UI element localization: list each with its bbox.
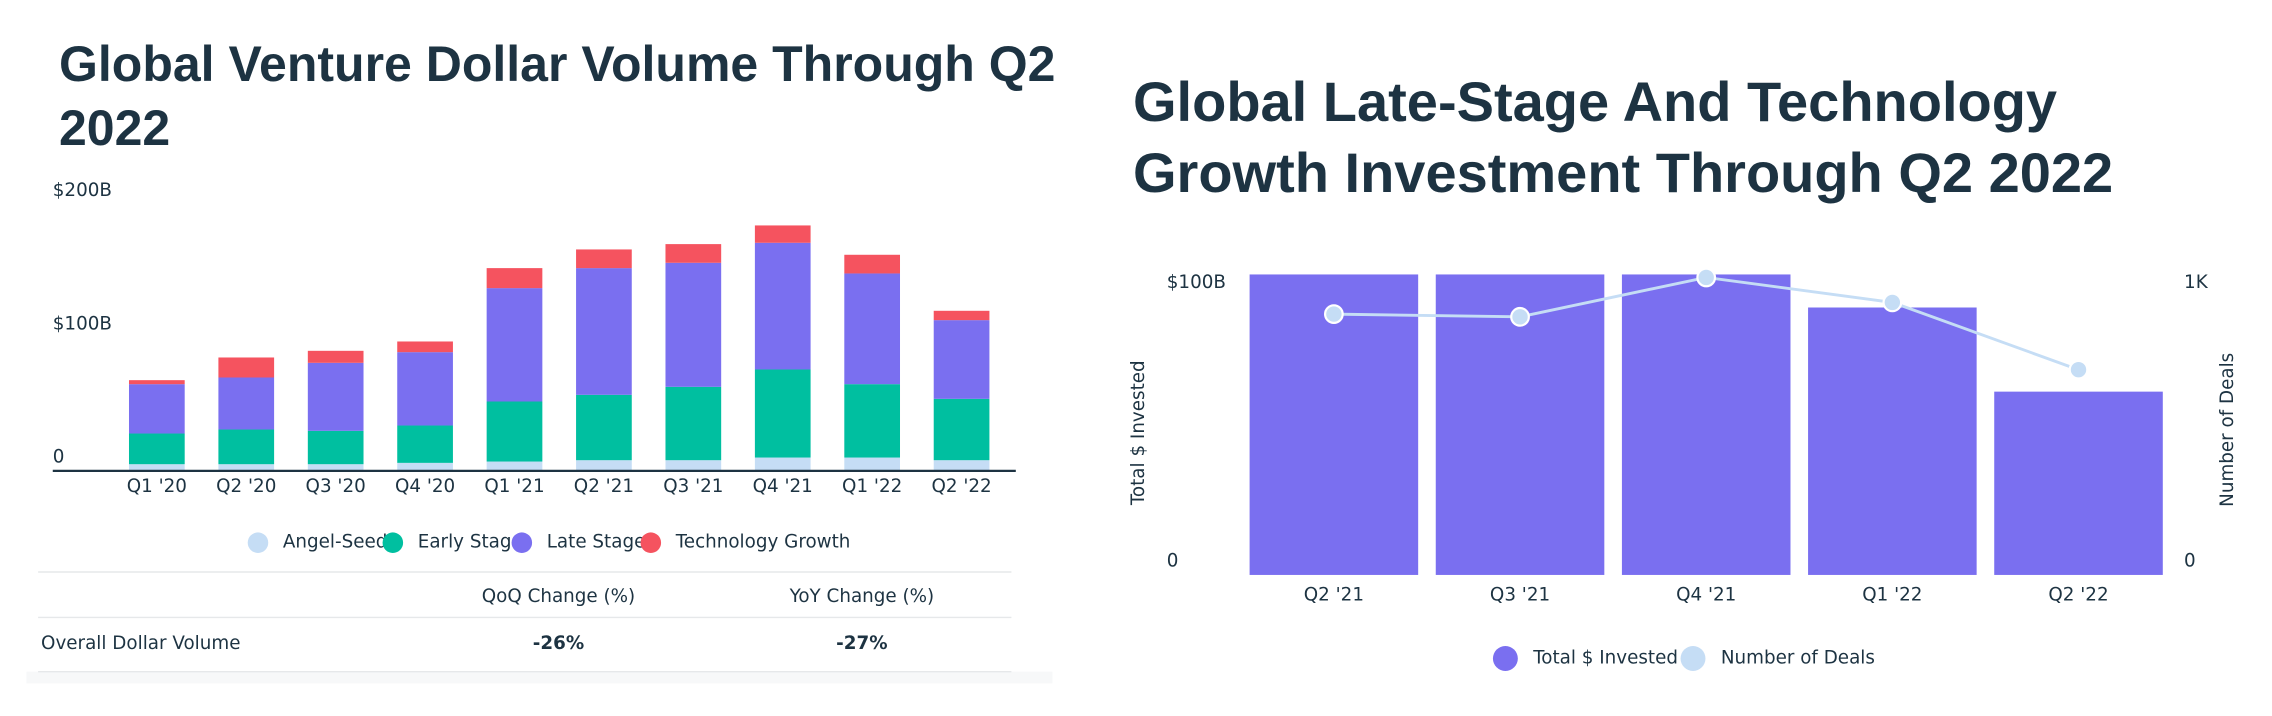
x-tick-label: Q2 '21: [1304, 584, 1364, 605]
x-tick-label: Q4 '20: [395, 476, 455, 497]
legend-label: Total $ Invested: [1532, 647, 1678, 668]
bar-segment: [933, 310, 990, 321]
legend-swatch: [1680, 646, 1706, 671]
chart-title: Global Venture Dollar Volume Through Q2 …: [59, 36, 1056, 156]
bar-segment: [665, 262, 722, 387]
bar-segment: [665, 244, 722, 263]
bar-segment: [933, 460, 990, 471]
bar-segment: [397, 425, 453, 463]
x-tick-label: Q1 '22: [842, 476, 902, 497]
bar-segment: [486, 268, 543, 289]
bar-segment: [933, 320, 990, 399]
bar-segment: [307, 362, 364, 431]
bar-segment: [397, 352, 453, 426]
bar-segment: [218, 357, 275, 378]
y2-tick-label: 1K: [2184, 272, 2209, 293]
legend-label: Early Stage: [418, 532, 523, 553]
y2-tick-label: 0: [2184, 551, 2196, 572]
bar: [1994, 391, 2163, 575]
x-tick-label: Q1 '20: [127, 476, 187, 497]
bar-segment: [397, 462, 453, 471]
bar-segment: [307, 464, 364, 471]
y-axis-title: Total $ Invested: [1128, 360, 1149, 506]
bar-segment: [307, 430, 364, 465]
bar-segment: [754, 369, 811, 458]
table-row-label: Overall Dollar Volume: [41, 633, 240, 654]
x-tick-label: Q2 '21: [574, 476, 634, 497]
bar-segment: [844, 254, 901, 274]
bar-segment: [933, 398, 990, 461]
y-tick-label: $200B: [53, 180, 112, 201]
line-point: [1882, 292, 1903, 313]
bar-segment: [576, 249, 632, 269]
table-cell: -26%: [533, 633, 584, 654]
bar-segment: [397, 341, 453, 353]
table-cell: -27%: [836, 633, 887, 654]
y-tick-label: $100B: [1167, 272, 1226, 293]
bar: [1621, 274, 1791, 575]
x-tick-label: Q3 '20: [306, 476, 366, 497]
legend-label: Number of Deals: [1721, 647, 1875, 668]
bar-segment: [844, 273, 901, 385]
y2-axis-title: Number of Deals: [2217, 353, 2238, 507]
bar-segment: [576, 460, 632, 471]
bar-segment: [486, 401, 543, 462]
line-point: [1696, 267, 1717, 288]
bar-segment: [576, 268, 632, 395]
bar-segment: [754, 457, 811, 471]
table-header: QoQ Change (%): [482, 586, 635, 607]
x-tick-label: Q4 '21: [1676, 584, 1736, 605]
bar-segment: [754, 242, 811, 370]
bar-segment: [665, 460, 722, 471]
bar-segment: [486, 461, 543, 471]
table-header: YoY Change (%): [789, 586, 935, 607]
x-tick-label: Q4 '21: [753, 476, 813, 497]
x-tick-label: Q3 '21: [663, 476, 723, 497]
line-point: [1510, 306, 1530, 327]
chart-title: Global Late-Stage And Technology Growth …: [1133, 70, 2114, 205]
bar-segment: [844, 384, 901, 458]
legend-swatch: [247, 532, 269, 553]
bar-segment: [844, 457, 901, 471]
x-tick-label: Q2 '22: [931, 476, 991, 497]
legend-swatch: [640, 532, 662, 553]
legend-swatch: [382, 532, 404, 553]
y-tick-label: $100B: [53, 313, 112, 334]
line-point: [1323, 304, 1344, 325]
x-tick-label: Q1 '21: [484, 476, 544, 497]
y-tick-label: 0: [1167, 551, 1179, 572]
bar-segment: [486, 288, 543, 402]
bar-segment: [128, 384, 185, 434]
x-tick-label: Q2 '22: [2048, 584, 2108, 605]
bar-segment: [218, 377, 275, 430]
legend-label: Angel-Seed: [283, 532, 388, 553]
x-tick-label: Q2 '20: [216, 476, 276, 497]
bar-segment: [218, 464, 275, 471]
bar-segment: [128, 433, 185, 465]
bar-segment: [754, 225, 811, 243]
table-bg: [26, 671, 1053, 684]
bar-segment: [307, 350, 364, 363]
bar-segment: [665, 386, 722, 461]
legend-swatch: [511, 532, 533, 553]
line-point: [2068, 359, 2089, 380]
bar-segment: [218, 429, 275, 465]
x-tick-label: Q3 '21: [1490, 584, 1550, 605]
bar: [1249, 274, 1419, 575]
bar-segment: [576, 394, 632, 461]
bar-segment: [128, 380, 185, 385]
x-tick-label: Q1 '22: [1862, 584, 1922, 605]
bar-segment: [128, 464, 185, 471]
y-tick-label: 0: [53, 447, 65, 468]
bar: [1808, 307, 1977, 575]
legend-label: Technology Growth: [675, 532, 851, 553]
legend-swatch: [1492, 646, 1518, 671]
legend-label: Late Stage: [547, 532, 646, 553]
